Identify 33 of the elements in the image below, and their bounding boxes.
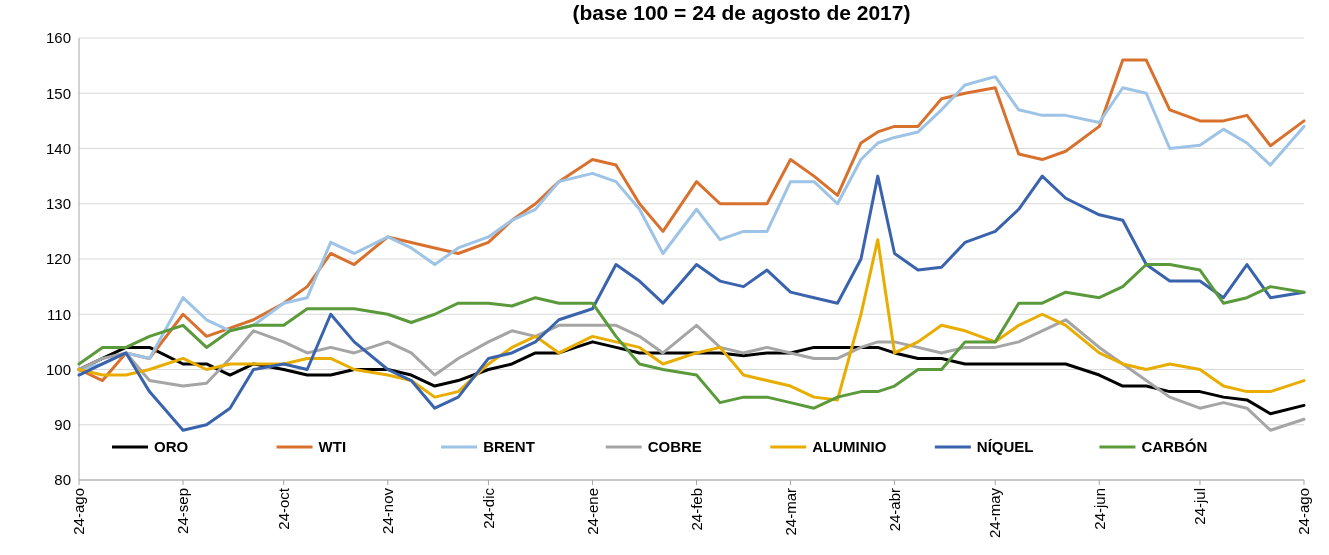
legend-label: NÍQUEL (976, 438, 1034, 456)
line-series (77, 263, 1306, 410)
line-series (77, 174, 1306, 432)
y-tick-label: 160 (45, 29, 71, 47)
x-tick-label: 24-ago (70, 488, 88, 535)
legend-label: BRENT (483, 438, 535, 456)
x-tick-label: 24-may (986, 487, 1004, 539)
x-tick-label: 24-abr (885, 488, 903, 532)
legend-label: COBRE (647, 438, 702, 456)
x-tick-label: 24-jul (1191, 488, 1209, 525)
y-tick-label: 120 (45, 250, 71, 268)
chart-title: (base 100 = 24 de agosto de 2017) (572, 1, 911, 24)
y-tick-label: 90 (54, 416, 71, 433)
x-tick-label: 24-jun (1090, 488, 1108, 530)
legend-label: ALUMINIO (812, 438, 887, 456)
y-tick-label: 130 (45, 195, 71, 212)
x-tick-label: 24-oct (274, 487, 292, 530)
x-tick-label: 24-feb (687, 488, 705, 531)
x-tick-label: 24-ago (1295, 488, 1313, 535)
legend-label: ORO (154, 438, 189, 456)
y-tick-label: 100 (45, 360, 71, 378)
y-tick-label: 150 (45, 84, 71, 102)
x-tick-label: 24-nov (379, 487, 397, 534)
x-tick-label: 24-sep (174, 488, 192, 534)
y-tick-label: 110 (47, 305, 71, 323)
x-tick-label: 24-dic (479, 487, 497, 529)
x-tick-label: 24-ene (583, 488, 601, 535)
y-tick-label: 80 (54, 471, 71, 489)
legend-label: CARBÓN (1141, 438, 1208, 456)
x-tick-label: 24-mar (781, 488, 799, 536)
y-tick-label: 140 (45, 139, 71, 157)
line-series (77, 238, 1306, 402)
legend-label: WTI (318, 438, 347, 456)
